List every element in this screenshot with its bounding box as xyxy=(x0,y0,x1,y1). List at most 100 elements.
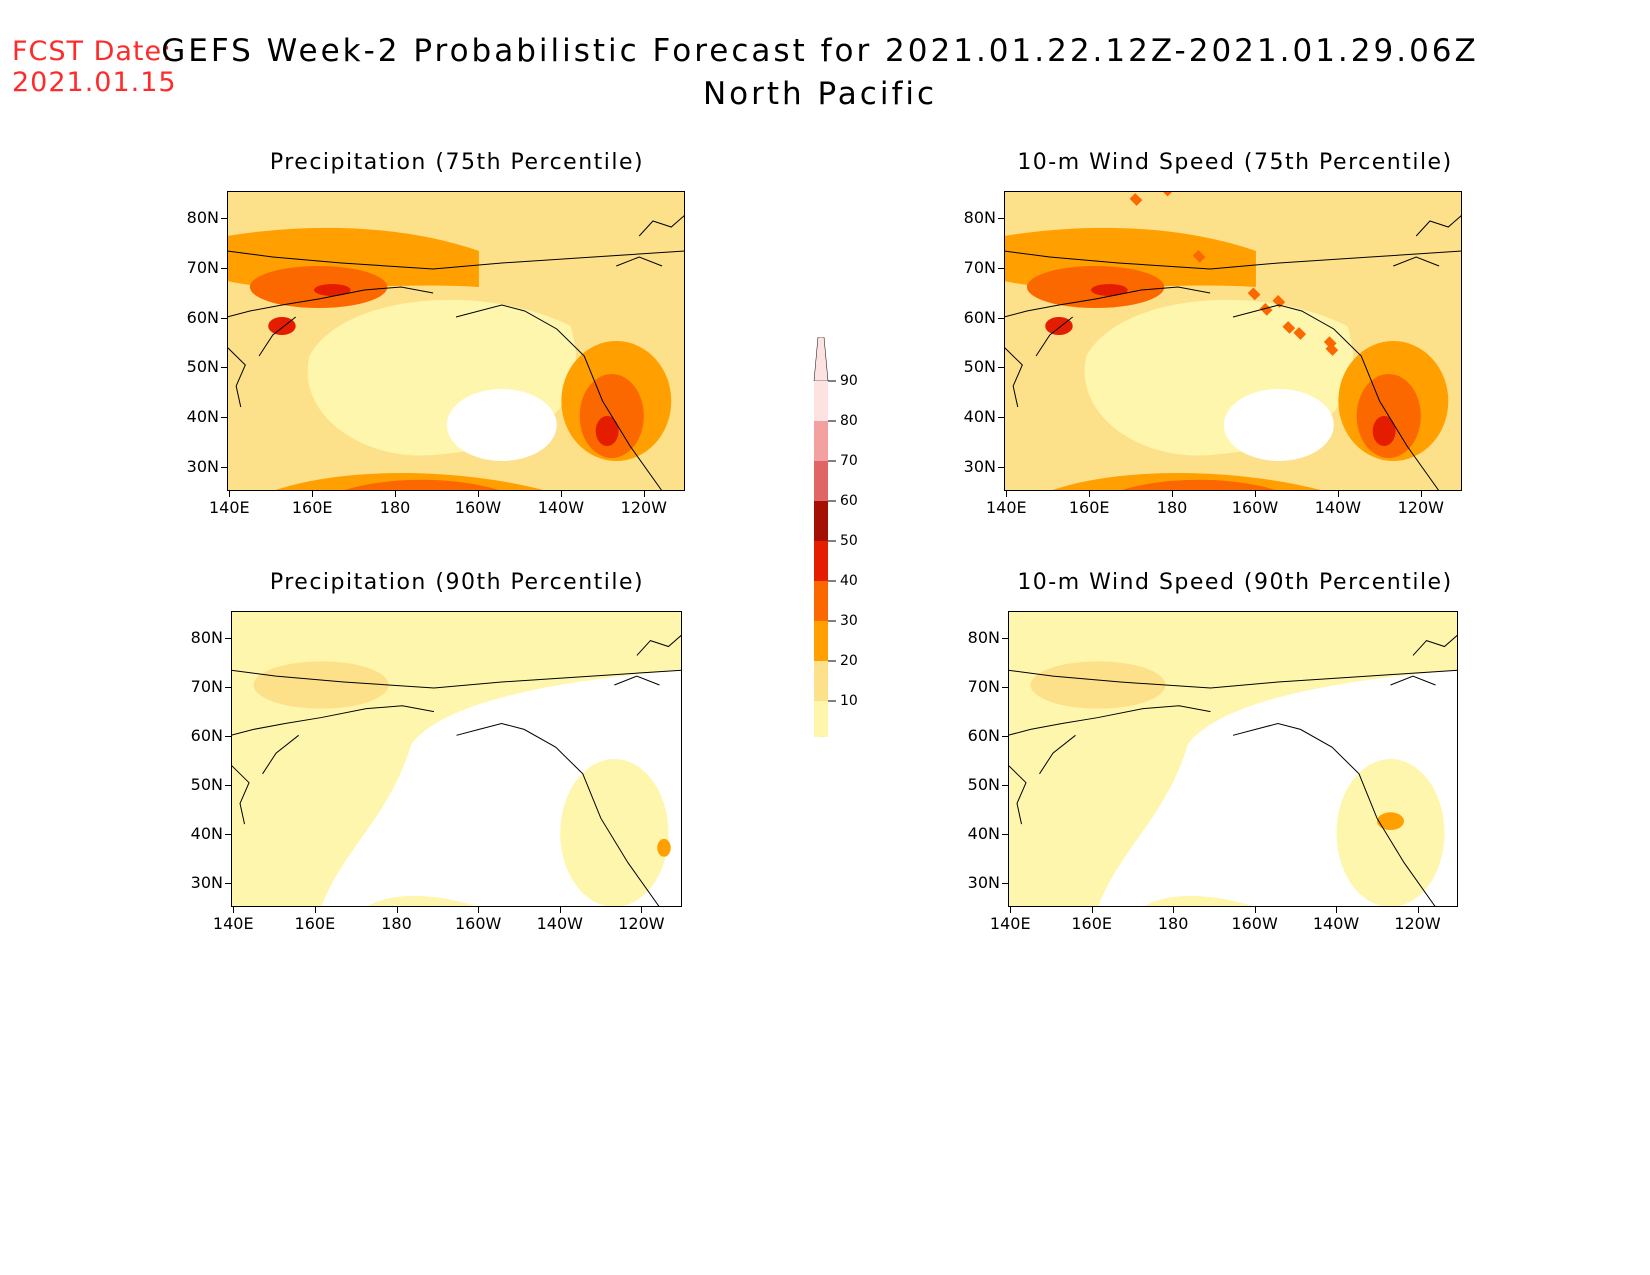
colorbar-label: 90 xyxy=(840,373,858,389)
lat-tick xyxy=(1002,834,1008,836)
lat-label: 70N xyxy=(963,257,996,277)
lat-label: 80N xyxy=(186,208,219,227)
colorbar-segment xyxy=(814,501,828,541)
lat-label: 40N xyxy=(186,407,219,427)
lon-label: 120W xyxy=(1397,498,1444,517)
page-title: GEFS Week-2 Probabilistic Forecast for 2… xyxy=(161,33,1479,69)
lat-tick xyxy=(221,317,227,319)
lat-tick xyxy=(225,735,231,737)
colorbar-label: 20 xyxy=(840,653,858,669)
lat-label: 60N xyxy=(190,725,223,745)
lat-label: 50N xyxy=(963,357,996,377)
lat-tick xyxy=(225,834,231,836)
panel-precip-90-map xyxy=(231,611,682,907)
lon-tick xyxy=(312,491,314,497)
lon-label: 140E xyxy=(985,498,1027,517)
lon-tick xyxy=(1172,491,1174,497)
lat-label: 60N xyxy=(963,307,996,327)
panel-precip-90-title: Precipitation (90th Percentile) xyxy=(269,570,645,595)
colorbar-segment xyxy=(814,701,828,741)
colorbar-label: 10 xyxy=(840,693,858,709)
lat-label: 40N xyxy=(967,824,1000,844)
lat-label: 60N xyxy=(967,725,1000,745)
panel-precip-75-map xyxy=(227,191,685,491)
fcst-date-label: FCST Date: xyxy=(12,36,173,67)
lat-tick xyxy=(1002,735,1008,737)
colorbar-segment xyxy=(814,661,828,701)
lat-tick xyxy=(1002,785,1008,787)
lat-tick xyxy=(1002,637,1008,639)
lon-tick xyxy=(396,907,398,913)
colorbar-segment xyxy=(814,541,828,581)
lat-tick xyxy=(221,417,227,419)
lat-label: 30N xyxy=(967,873,1000,893)
lat-tick xyxy=(221,467,227,468)
panel-wind-90-map xyxy=(1008,611,1458,907)
colorbar-top-arrow xyxy=(813,336,829,382)
colorbar-segment xyxy=(814,581,828,621)
lon-label: 140W xyxy=(537,498,585,517)
lon-label: 180 xyxy=(381,914,412,933)
lat-label: 70N xyxy=(186,257,219,277)
colorbar-label: 80 xyxy=(840,413,858,429)
lon-label: 160W xyxy=(1231,498,1279,517)
panel-precip-75-field xyxy=(227,191,685,491)
lon-tick xyxy=(478,907,480,913)
lat-tick xyxy=(225,637,231,639)
lat-label: 80N xyxy=(967,627,1000,647)
lon-label: 120W xyxy=(1394,914,1441,933)
lat-tick xyxy=(1002,686,1008,688)
lat-label: 50N xyxy=(186,357,219,377)
colorbar: 90 80 70 60 50 40 30 20 10 xyxy=(808,336,868,742)
lon-label: 160W xyxy=(454,498,502,517)
fcst-date-block: FCST Date: 2021.01.15 xyxy=(12,36,177,98)
lon-label: 160E xyxy=(294,914,336,933)
colorbar-segment xyxy=(814,381,828,421)
lon-tick xyxy=(1420,491,1422,497)
lat-tick xyxy=(225,686,231,688)
lon-tick xyxy=(559,907,561,913)
panel-wind-75-field xyxy=(1004,191,1462,491)
lon-tick xyxy=(1006,491,1008,497)
page-subtitle: North Pacific xyxy=(702,76,938,112)
lat-tick xyxy=(998,417,1004,419)
colorbar-segment xyxy=(814,621,828,661)
lat-tick xyxy=(998,218,1004,219)
panel-wind-90-field xyxy=(1008,611,1458,907)
lon-tick xyxy=(229,491,231,497)
lon-tick xyxy=(1089,491,1091,497)
lon-tick xyxy=(477,491,479,497)
lon-label: 160W xyxy=(454,914,502,933)
lat-label: 30N xyxy=(190,873,223,893)
lat-tick xyxy=(221,367,227,369)
lat-tick xyxy=(1002,883,1008,885)
lat-tick xyxy=(221,267,227,269)
lon-label: 140W xyxy=(1312,914,1360,933)
lon-tick xyxy=(1336,907,1338,913)
lon-label: 160E xyxy=(291,498,333,517)
lon-label: 160E xyxy=(1068,498,1110,517)
lat-label: 50N xyxy=(190,775,223,795)
lon-label: 120W xyxy=(618,914,665,933)
lon-tick xyxy=(641,907,643,913)
lon-tick xyxy=(1337,491,1339,497)
lat-label: 30N xyxy=(186,457,219,476)
panel-precip-75-title: Precipitation (75th Percentile) xyxy=(269,150,645,175)
lat-tick xyxy=(998,367,1004,369)
lon-label: 180 xyxy=(379,498,411,517)
panel-wind-90-title: 10-m Wind Speed (90th Percentile) xyxy=(1017,570,1453,595)
lat-label: 40N xyxy=(963,407,996,427)
colorbar-label: 70 xyxy=(840,453,858,469)
lat-tick xyxy=(998,317,1004,319)
fcst-date-value: 2021.01.15 xyxy=(12,67,177,98)
lat-label: 60N xyxy=(186,307,219,327)
lat-tick xyxy=(221,218,227,219)
lat-tick xyxy=(225,785,231,787)
lat-label: 30N xyxy=(963,457,996,476)
lat-label: 80N xyxy=(963,208,996,227)
lon-label: 140E xyxy=(212,914,254,933)
colorbar-label: 40 xyxy=(840,573,858,589)
lat-label: 70N xyxy=(190,676,223,696)
lon-label: 180 xyxy=(1156,498,1188,517)
panel-precip-90-field xyxy=(231,611,682,907)
